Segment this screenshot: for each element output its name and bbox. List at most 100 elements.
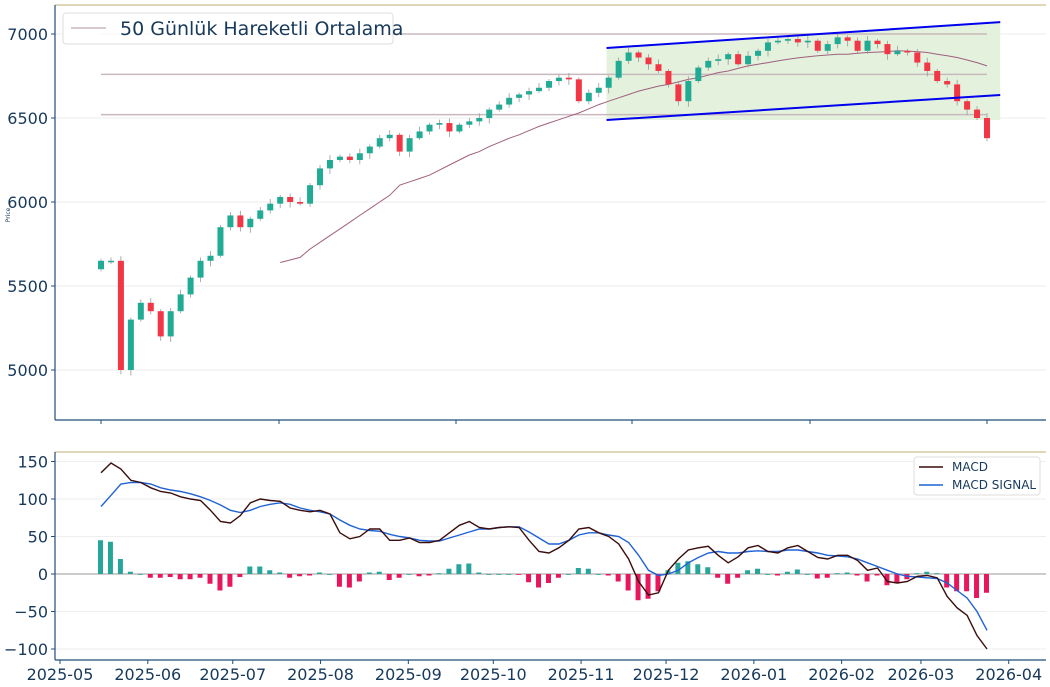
macd-tick-label: −50 (14, 603, 48, 622)
candle-down (346, 156, 353, 160)
candle-up (247, 218, 254, 228)
histogram-bar-negative (864, 574, 870, 582)
histogram-bar-negative (944, 574, 950, 588)
candle-up (326, 160, 333, 169)
histogram-bar-positive (705, 567, 711, 574)
price-axis-label: Price (5, 207, 12, 222)
candle-down (157, 311, 164, 337)
channel-lower-line (606, 93, 1001, 122)
histogram-bar-positive (794, 569, 800, 574)
candle-down (874, 40, 881, 45)
date-tick-label: 2025-09 (375, 665, 442, 683)
candle-down (635, 52, 642, 58)
candle-up (207, 255, 214, 261)
histogram-bar-negative (426, 574, 432, 576)
histogram-bar-positive (496, 574, 502, 575)
macd-line (100, 462, 988, 650)
price-tick-label: 5500 (7, 277, 48, 296)
histogram-bar-positive (844, 572, 850, 574)
macd-tick-label: −100 (4, 640, 48, 659)
macd-legend: MACD MACD SIGNAL (913, 456, 1041, 496)
candle-up (177, 294, 184, 312)
legend-box (62, 12, 394, 45)
histogram-bar-negative (854, 574, 860, 576)
histogram-bar-negative (984, 574, 989, 593)
candle-up (516, 94, 523, 98)
histogram-bar-positive (745, 570, 751, 574)
histogram-bar-positive (127, 571, 133, 574)
histogram-bar-negative (297, 574, 303, 577)
histogram-bar-positive (247, 566, 253, 574)
histogram-bar-negative (884, 574, 890, 586)
candle-down (665, 70, 672, 85)
date-tick-label: 2026-04 (975, 665, 1042, 683)
legend-macd-label: MACD (952, 460, 988, 474)
histogram-bar-positive (506, 574, 512, 575)
candle-down (954, 84, 961, 102)
histogram-bar-negative (227, 574, 233, 587)
candle-down (924, 62, 931, 71)
histogram-bar-negative (416, 574, 422, 577)
histogram-bar-negative (814, 574, 820, 579)
macd-panel: −100 −50 0 50 100 150 2025-05 2025-06 2025-07 202… (4, 451, 1046, 684)
histogram-bar-negative (555, 574, 561, 578)
histogram-bar-positive (585, 568, 591, 574)
histogram-bar-positive (406, 574, 412, 575)
candle-up (137, 302, 144, 320)
candle-up (615, 60, 622, 78)
candle-up (536, 87, 543, 92)
candle-down (396, 134, 403, 152)
histogram-bar-negative (635, 574, 641, 601)
candle-up (406, 138, 413, 152)
legend-ma-label: 50 Günlük Hareketli Ortalama (120, 18, 403, 40)
candle-down (904, 50, 911, 53)
histogram-bar-positive (277, 572, 283, 574)
legend-signal-label: MACD SIGNAL (952, 478, 1036, 492)
histogram-bar-negative (605, 574, 611, 576)
channel-upper-line (606, 21, 1001, 49)
histogram-bar-negative (894, 574, 900, 583)
candle-up (267, 203, 274, 211)
histogram-bar-positive (456, 564, 462, 574)
candle-down (934, 70, 941, 82)
candle-down (964, 101, 971, 110)
histogram-bar-positive (934, 573, 940, 575)
histogram-bar-negative (167, 574, 173, 577)
candle-down (974, 109, 981, 118)
candle-up (456, 124, 463, 132)
candle-up (197, 260, 204, 278)
date-tick-label: 2025-06 (114, 665, 181, 683)
histogram-bar-positive (695, 564, 701, 574)
histogram-bar-positive (267, 570, 273, 574)
macd-tick-label: 150 (17, 453, 48, 472)
candle-down (944, 81, 951, 85)
histogram-bar-negative (735, 574, 741, 578)
histogram-bar-negative (237, 574, 243, 577)
histogram-bar-negative (346, 574, 352, 588)
histogram-bar-positive (137, 574, 143, 575)
histogram-bar-negative (217, 574, 223, 591)
histogram-bar-negative (526, 574, 532, 583)
candle-up (755, 50, 762, 56)
date-tick-label: 2025-05 (27, 665, 94, 683)
histogram-bar-positive (784, 571, 790, 574)
price-panel: 5000 5500 6000 6500 7000 (7, 4, 1046, 424)
candle-up (486, 109, 493, 118)
candle-up (605, 77, 612, 88)
histogram-bar-positive (107, 541, 113, 574)
histogram-bar-positive (764, 574, 770, 575)
candle-up (745, 55, 752, 65)
candle-up (307, 185, 314, 204)
candle-up (774, 40, 781, 43)
histogram-bar-positive (317, 572, 323, 574)
candle-down (117, 260, 124, 370)
candle-up (894, 50, 901, 55)
candle-down (237, 215, 244, 228)
histogram-bar-positive (834, 573, 840, 575)
histogram-bar-negative (954, 574, 960, 592)
candle-up (496, 104, 503, 110)
histogram-bar-positive (804, 574, 810, 575)
candle-up (386, 134, 393, 139)
candle-up (107, 260, 114, 263)
